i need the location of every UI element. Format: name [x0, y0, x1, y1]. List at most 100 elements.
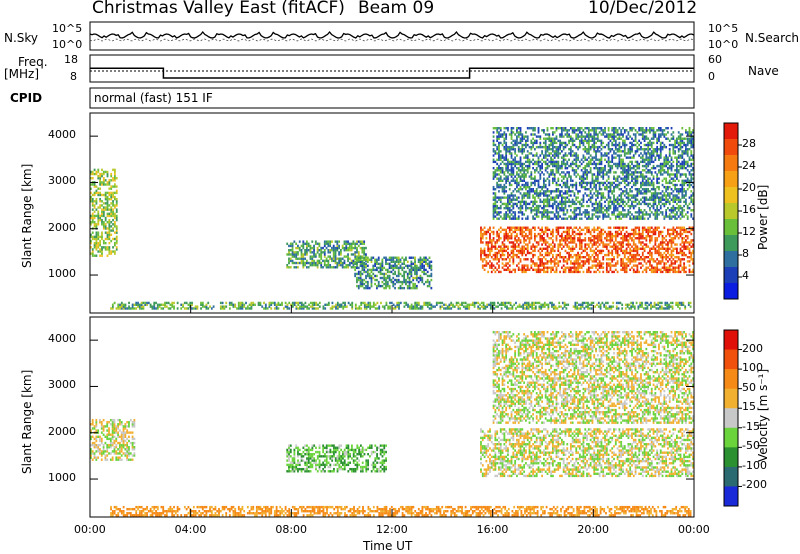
- data-cell: [553, 258, 556, 261]
- data-cell: [97, 237, 100, 241]
- data-cell: [686, 260, 689, 263]
- data-cell: [490, 270, 493, 274]
- data-cell: [408, 270, 411, 274]
- data-cell: [498, 251, 500, 255]
- data-cell: [357, 270, 360, 274]
- data-cell: [374, 258, 377, 261]
- data-cell: [124, 303, 127, 306]
- data-cell: [562, 171, 565, 174]
- data-cell: [523, 192, 526, 195]
- data-cell: [659, 232, 662, 236]
- data-cell: [587, 253, 590, 257]
- data-cell: [613, 139, 615, 143]
- data-cell: [415, 286, 418, 290]
- data-cell: [643, 260, 646, 263]
- data-cell: [501, 171, 504, 174]
- data-cell: [640, 258, 642, 261]
- data-cell: [604, 131, 606, 134]
- data-cell: [93, 214, 96, 218]
- data-cell: [106, 235, 109, 239]
- data-cell: [591, 243, 594, 246]
- data-cell: [656, 237, 659, 240]
- data-cell: [525, 169, 527, 172]
- data-cell: [386, 270, 389, 274]
- data-cell: [336, 246, 339, 250]
- data-cell: [611, 192, 614, 195]
- data-cell: [322, 251, 324, 254]
- data-cell: [347, 240, 349, 243]
- data-cell: [286, 253, 289, 256]
- data-cell: [575, 198, 578, 201]
- data-cell: [430, 272, 433, 276]
- data-cell: [555, 145, 558, 149]
- data-cell: [665, 268, 668, 272]
- data-cell: [530, 266, 533, 269]
- data-cell: [388, 256, 391, 259]
- data-cell: [560, 204, 563, 208]
- data-cell: [537, 179, 540, 183]
- data-cell: [93, 235, 96, 239]
- data-cell: [498, 217, 500, 220]
- data-cell: [455, 301, 458, 305]
- data-cell: [535, 188, 538, 191]
- data-cell: [569, 249, 572, 253]
- data-cell: [600, 196, 603, 199]
- data-cell: [623, 226, 626, 229]
- data-cell: [496, 200, 499, 204]
- data-cell: [595, 237, 597, 240]
- data-cell: [108, 191, 111, 195]
- data-cell: [450, 307, 453, 310]
- data-cell: [347, 253, 349, 256]
- data-cell: [493, 301, 496, 305]
- data-cell: [508, 200, 511, 204]
- data-cell: [616, 133, 619, 136]
- data-cell: [359, 242, 362, 245]
- data-cell: [577, 129, 579, 132]
- data-cell: [611, 129, 614, 132]
- data-cell: [596, 255, 599, 259]
- data-cell: [587, 307, 589, 310]
- data-cell: [167, 301, 170, 305]
- data-cell: [115, 248, 118, 251]
- data-cell: [609, 200, 612, 204]
- data-cell: [369, 301, 372, 305]
- data-cell: [519, 230, 522, 234]
- data-cell: [650, 307, 652, 310]
- data-cell: [517, 148, 520, 151]
- data-cell: [514, 234, 517, 238]
- data-cell: [322, 305, 325, 308]
- data-cell: [521, 135, 524, 138]
- data-cell: [284, 301, 287, 305]
- data-cell: [537, 215, 540, 218]
- data-cell: [498, 154, 500, 157]
- data-cell: [657, 307, 660, 310]
- data-cell: [113, 225, 116, 228]
- data-cell: [466, 305, 469, 308]
- data-cell: [557, 226, 560, 229]
- data-cell: [512, 253, 515, 257]
- data-cell: [534, 245, 536, 248]
- data-cell: [147, 301, 150, 305]
- data-cell: [419, 268, 422, 272]
- data-cell: [525, 217, 527, 220]
- data-cell: [575, 268, 578, 272]
- data-cell: [113, 221, 116, 224]
- data-cell: [560, 160, 563, 164]
- data-cell: [498, 150, 500, 153]
- data-cell: [128, 307, 130, 310]
- data-cell: [322, 307, 325, 310]
- data-cell: [591, 253, 594, 257]
- data-cell: [534, 196, 536, 199]
- data-cell: [560, 206, 563, 210]
- data-cell: [388, 284, 391, 288]
- data-cell: [354, 255, 357, 258]
- data-cell: [416, 301, 418, 305]
- data-cell: [189, 303, 192, 306]
- data-cell: [117, 307, 120, 310]
- data-cell: [537, 129, 540, 132]
- data-cell: [414, 286, 416, 290]
- data-cell: [101, 193, 103, 197]
- data-cell: [519, 258, 522, 261]
- data-cell: [365, 284, 367, 288]
- data-cell: [559, 241, 561, 244]
